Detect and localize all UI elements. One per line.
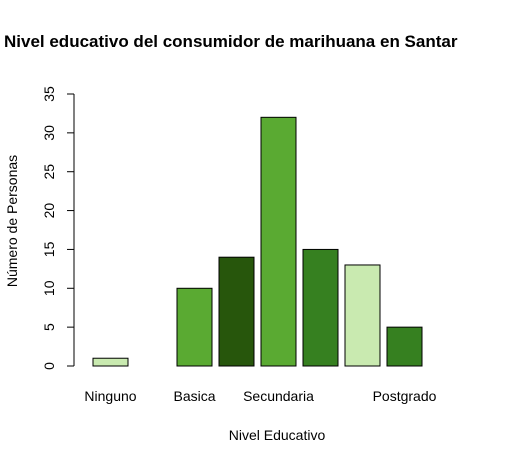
y-tick-label: 30 (41, 125, 57, 141)
y-axis-label: Número de Personas (4, 155, 20, 287)
y-tick-label: 35 (41, 86, 57, 102)
y-tick-label: 15 (41, 241, 57, 257)
x-axis-label: Nivel Educativo (229, 427, 326, 443)
bar (92, 357, 129, 367)
y-tick-label: 5 (41, 323, 57, 331)
bar (218, 256, 255, 367)
y-tick-label: 10 (41, 280, 57, 296)
x-tick-label: Postgrado (373, 388, 437, 404)
x-tick-label: Ninguno (84, 388, 136, 404)
bar (302, 248, 339, 367)
chart-title: Nivel educativo del consumidor de marihu… (4, 32, 458, 51)
x-tick-labels: Ninguno Basica Secundaria Postgrado (84, 388, 436, 404)
bar (260, 116, 297, 367)
bars-group (92, 116, 423, 367)
bar (386, 326, 423, 367)
y-tick-label: 0 (41, 362, 57, 370)
x-tick-label: Basica (173, 388, 215, 404)
y-axis: 0 5 10 15 20 25 30 35 (41, 86, 75, 370)
x-tick-label: Secundaria (243, 388, 314, 404)
y-tick-label: 25 (41, 164, 57, 180)
bar (344, 264, 381, 367)
bar (176, 287, 213, 367)
y-tick-label: 20 (41, 203, 57, 219)
